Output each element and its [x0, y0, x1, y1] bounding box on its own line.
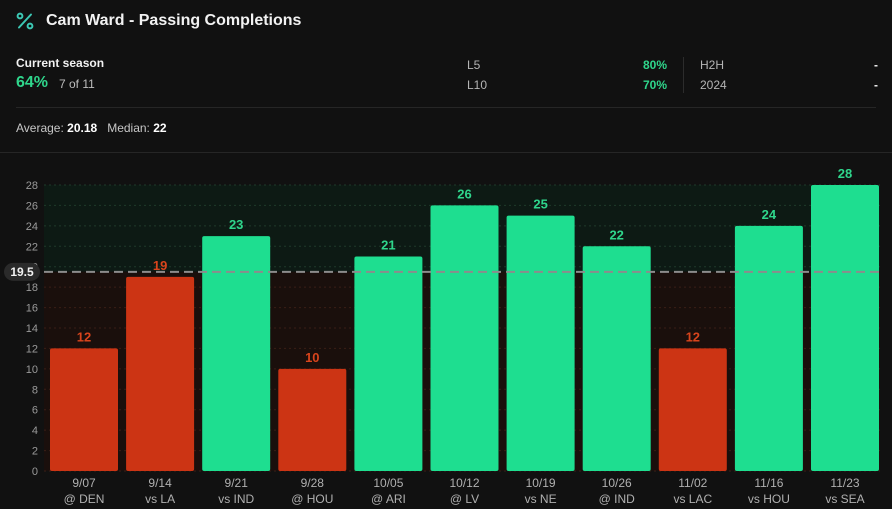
bar	[354, 256, 423, 471]
bar-value-label: 24	[762, 207, 777, 222]
current-season-label: Current season	[16, 56, 105, 70]
stat-value-l5: 80%	[642, 58, 667, 72]
x-tick-opponent: @ IND	[599, 492, 636, 506]
bar	[811, 185, 879, 471]
bar	[582, 246, 651, 471]
x-tick-date: 10/19	[526, 476, 556, 490]
stats-divider	[683, 57, 684, 93]
y-tick-label: 8	[32, 384, 38, 396]
y-tick-label: 2	[32, 446, 38, 458]
page-title: Cam Ward - Passing Completions	[46, 12, 302, 29]
y-tick-label: 0	[32, 466, 38, 478]
x-tick-opponent: @ DEN	[64, 492, 105, 506]
x-tick-date: 10/05	[373, 476, 403, 490]
median-value: 22	[153, 121, 167, 135]
x-tick-date: 9/07	[72, 476, 96, 490]
bar	[734, 225, 803, 471]
bar-value-label: 10	[305, 350, 319, 365]
bar-value-label: 21	[381, 238, 395, 253]
bar-value-label: 12	[77, 329, 91, 344]
x-tick-opponent: @ ARI	[371, 492, 406, 506]
percent-icon	[16, 12, 34, 30]
x-tick-opponent: vs IND	[218, 492, 254, 506]
bar-value-label: 12	[686, 329, 700, 344]
x-tick-date: 9/21	[225, 476, 249, 490]
bar	[126, 276, 195, 471]
stat-label-h2h: H2H	[700, 58, 725, 72]
x-tick-date: 11/23	[830, 476, 859, 490]
median-label: Median:	[107, 121, 150, 135]
y-tick-label: 26	[26, 200, 38, 212]
y-tick-label: 6	[32, 405, 38, 417]
x-tick-opponent: vs LAC	[673, 492, 712, 506]
bar	[50, 348, 118, 471]
bar	[506, 215, 575, 471]
bar-value-label: 19	[153, 258, 167, 273]
x-tick-date: 10/26	[602, 476, 632, 490]
x-tick-opponent: vs HOU	[748, 492, 790, 506]
threshold-label: 19.5	[10, 265, 34, 279]
stat-value-h2h: -	[874, 58, 878, 72]
section-divider	[16, 107, 876, 108]
bar-value-label: 22	[609, 227, 623, 242]
current-season-percent: 64%	[16, 74, 49, 91]
y-tick-label: 12	[26, 343, 38, 355]
bar-value-label: 23	[229, 217, 243, 232]
y-tick-label: 14	[26, 323, 38, 335]
x-tick-date: 10/12	[449, 476, 479, 490]
stat-label-l5: L5	[467, 58, 481, 72]
bar-value-label: 28	[838, 166, 852, 181]
x-tick-opponent: vs SEA	[825, 492, 864, 506]
stat-label-l10: L10	[467, 78, 488, 92]
bar	[202, 236, 271, 471]
header: Cam Ward - Passing Completions	[16, 9, 301, 33]
x-tick-date: 9/28	[301, 476, 325, 490]
y-tick-label: 4	[32, 425, 38, 437]
chart-top-divider	[0, 152, 892, 153]
bar	[278, 368, 347, 471]
y-tick-label: 16	[26, 303, 38, 315]
y-tick-label: 24	[26, 221, 38, 233]
average-value: 20.18	[67, 121, 98, 135]
x-tick-date: 11/02	[678, 476, 707, 490]
y-tick-label: 18	[26, 282, 38, 294]
x-tick-opponent: @ HOU	[291, 492, 333, 506]
bar	[430, 205, 499, 471]
x-tick-date: 11/16	[754, 476, 783, 490]
y-tick-label: 22	[26, 241, 38, 253]
y-tick-label: 28	[26, 180, 38, 192]
bar	[658, 348, 727, 471]
x-tick-opponent: vs NE	[525, 492, 557, 506]
threshold-badge	[4, 262, 40, 281]
x-tick-date: 9/14	[148, 476, 172, 490]
stat-label-2024: 2024	[700, 78, 727, 92]
stat-value-2024: -	[874, 78, 878, 92]
bar-value-label: 26	[457, 186, 471, 201]
x-tick-opponent: vs LA	[145, 492, 175, 506]
x-tick-opponent: @ LV	[450, 492, 479, 506]
bar-value-label: 25	[533, 197, 547, 212]
stat-value-l10: 70%	[642, 78, 667, 92]
summary-line: Average: 20.18 Median: 22	[16, 121, 167, 135]
current-season-record: 7 of 11	[59, 77, 95, 91]
average-label: Average:	[16, 121, 64, 135]
y-tick-label: 10	[26, 364, 38, 376]
